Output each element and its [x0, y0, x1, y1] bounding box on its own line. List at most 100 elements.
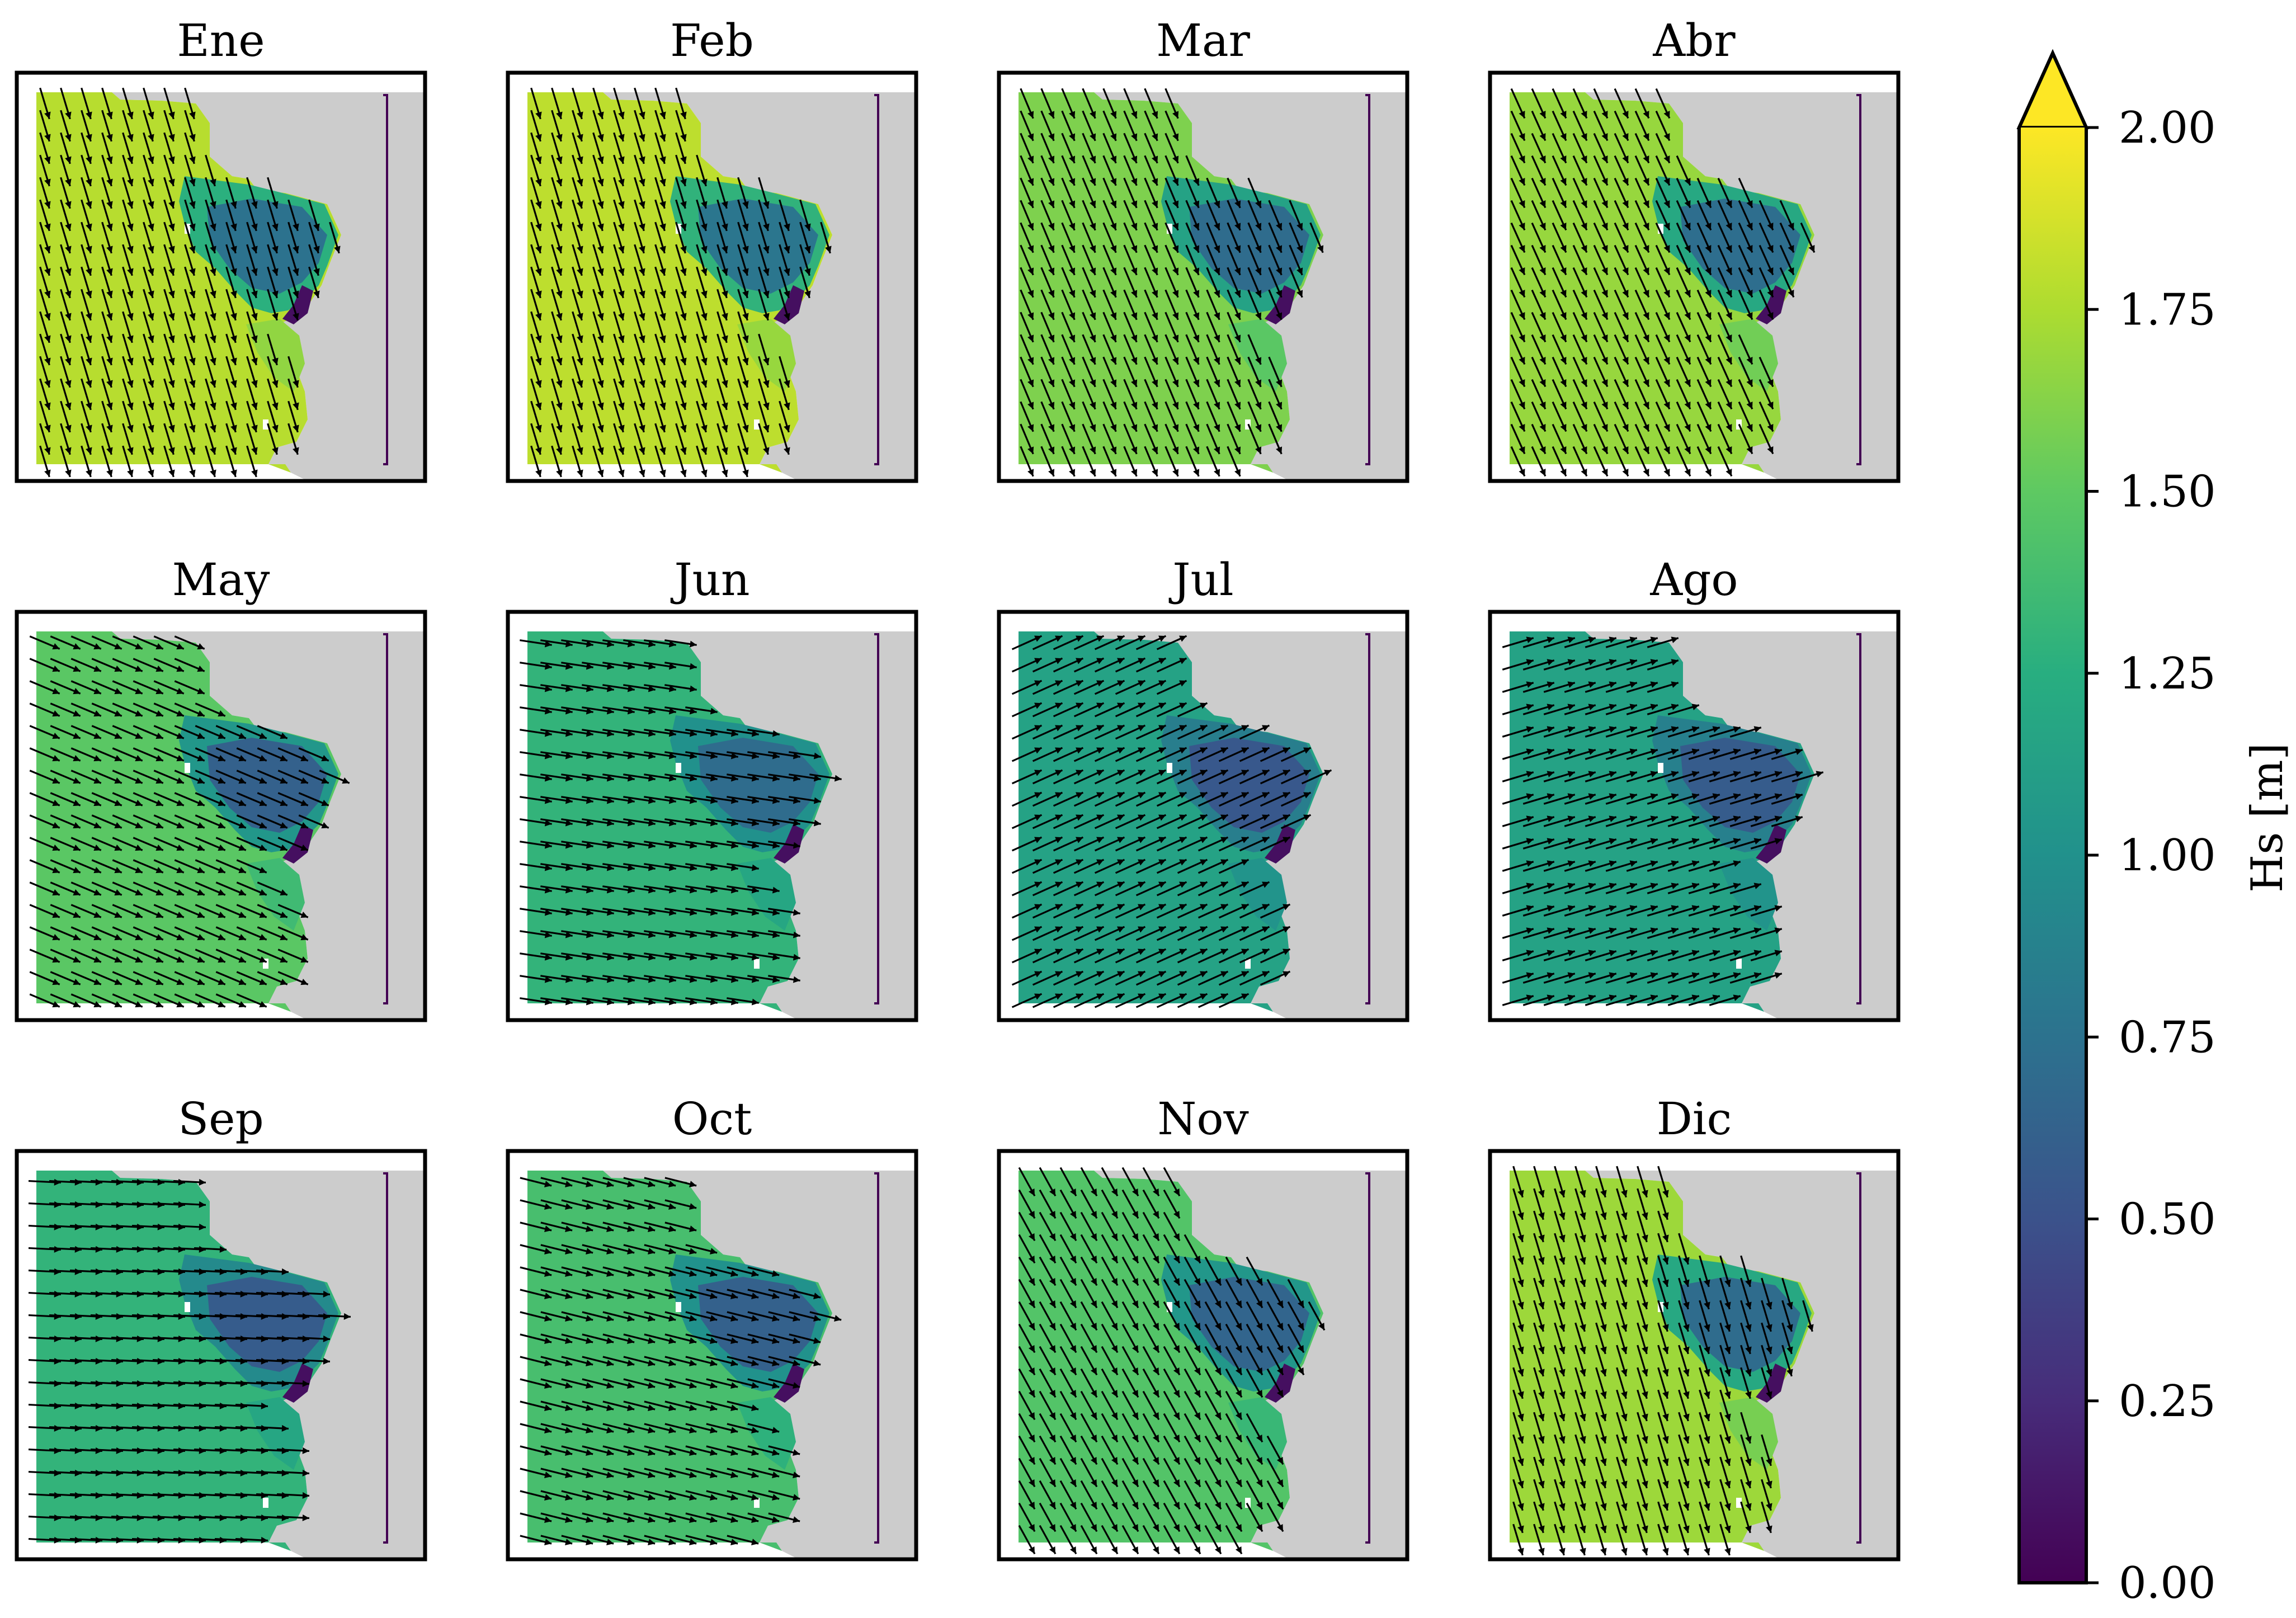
wave-direction-arrowhead — [321, 777, 329, 784]
wave-direction-arrowhead — [730, 1270, 738, 1277]
direction-arrows — [1512, 1166, 1814, 1556]
wave-direction-arrowhead — [1753, 748, 1761, 755]
wave-direction-arrowhead — [114, 666, 122, 672]
wave-direction-arrowhead — [1581, 133, 1587, 141]
wave-direction-arrowhead — [259, 1001, 267, 1008]
wave-direction-arrowhead — [1110, 245, 1117, 253]
wave-direction-arrowhead — [176, 666, 184, 672]
wave-direction-arrowhead — [1214, 1323, 1221, 1331]
wave-direction-arrowhead — [1179, 993, 1187, 1000]
wave-direction-arrowhead — [1753, 927, 1761, 934]
wave-direction-arrowhead — [1774, 972, 1782, 979]
wave-direction-arrowhead — [1650, 681, 1658, 688]
wave-direction-arrowhead — [176, 643, 184, 650]
wave-direction-arrowhead — [155, 889, 163, 896]
wave-direction-arrowhead — [1753, 950, 1761, 956]
wave-direction-arrowhead — [751, 730, 759, 737]
wave-direction-arrowhead — [763, 246, 770, 253]
direction-arrows — [520, 1177, 842, 1545]
wave-direction-arrowhead — [544, 1404, 552, 1411]
wave-direction-arrowhead — [689, 752, 697, 760]
wave-direction-arrowhead — [281, 1424, 289, 1432]
wave-direction-arrowhead — [1069, 1300, 1076, 1308]
wave-direction-arrowhead — [52, 979, 60, 985]
wave-direction-arrowhead — [648, 1292, 656, 1299]
wave-direction-arrowhead — [93, 867, 101, 874]
wave-direction-arrowhead — [1117, 792, 1125, 799]
wave-direction-arrowhead — [189, 402, 196, 410]
wave-direction-arrowhead — [1766, 1480, 1772, 1488]
wave-direction-arrowhead — [606, 1360, 614, 1366]
wave-direction-arrowhead — [114, 710, 122, 717]
wave-direction-arrowhead — [230, 447, 237, 455]
wave-direction-arrowhead — [680, 134, 687, 141]
wave-direction-arrowhead — [1642, 1458, 1648, 1466]
wave-direction-arrowhead — [1069, 1278, 1076, 1286]
wave-direction-arrowhead — [689, 1315, 697, 1322]
wave-direction-arrowhead — [793, 954, 800, 961]
coastal-gap — [754, 419, 760, 430]
wave-direction-arrowhead — [586, 663, 593, 670]
wave-direction-arrowhead — [1600, 1212, 1607, 1220]
wave-direction-arrowhead — [668, 797, 676, 804]
wave-direction-arrowhead — [1283, 747, 1290, 754]
wave-direction-arrowhead — [597, 111, 604, 119]
wave-direction-arrowhead — [106, 134, 113, 141]
coastal-gap — [1736, 959, 1742, 969]
wave-direction-arrowhead — [586, 1471, 593, 1478]
wave-direction-arrowhead — [1622, 379, 1629, 387]
wave-direction-arrowhead — [1034, 904, 1042, 911]
wave-direction-arrowhead — [1256, 1278, 1262, 1286]
wave-direction-arrowhead — [535, 290, 542, 298]
wave-direction-arrowhead — [1774, 748, 1782, 755]
wave-direction-arrowhead — [722, 402, 728, 410]
wave-direction-arrowhead — [1642, 1212, 1648, 1220]
wave-direction-arrowhead — [1517, 1212, 1524, 1220]
wave-direction-arrowhead — [1567, 815, 1575, 822]
wave-direction-arrowhead — [710, 1471, 718, 1478]
wave-direction-arrowhead — [1538, 1548, 1545, 1555]
wave-direction-arrowhead — [834, 1315, 842, 1322]
wave-direction-arrowhead — [135, 666, 143, 672]
wave-direction-arrowhead — [93, 666, 101, 672]
wave-direction-arrowhead — [1138, 971, 1145, 978]
wave-direction-arrowhead — [261, 1536, 268, 1544]
wave-direction-arrowhead — [577, 268, 583, 276]
wave-direction-arrowhead — [127, 201, 134, 209]
wave-direction-arrowhead — [680, 313, 687, 320]
wave-direction-arrowhead — [230, 335, 237, 343]
wave-direction-arrowhead — [659, 178, 666, 186]
grid-edge-marker — [1365, 633, 1370, 1004]
wave-direction-arrowhead — [210, 335, 216, 343]
wave-direction-arrowhead — [114, 934, 122, 941]
wave-direction-arrowhead — [1526, 726, 1534, 733]
wave-direction-arrowhead — [1214, 1502, 1221, 1509]
wave-direction-arrowhead — [1110, 379, 1117, 387]
wave-direction-arrowhead — [189, 313, 196, 320]
wave-direction-arrowhead — [230, 313, 237, 320]
wave-direction-arrowhead — [730, 752, 738, 760]
wave-direction-arrowhead — [586, 931, 593, 938]
wave-direction-arrowhead — [1194, 1278, 1200, 1286]
wave-direction-arrowhead — [1691, 726, 1699, 733]
wave-direction-arrowhead — [1547, 681, 1554, 688]
wave-direction-arrowhead — [659, 335, 666, 343]
wave-direction-arrowhead — [1034, 993, 1042, 1000]
wave-direction-arrowhead — [1580, 1190, 1586, 1197]
wave-direction-arrowhead — [1745, 1369, 1752, 1376]
wave-direction-arrowhead — [1034, 792, 1042, 799]
wave-direction-arrowhead — [1662, 1458, 1669, 1466]
wave-direction-arrowhead — [1795, 793, 1803, 800]
panel-frame — [997, 610, 1409, 1022]
wave-direction-arrowhead — [1076, 635, 1083, 642]
wave-direction-arrowhead — [710, 819, 718, 827]
wave-direction-arrowhead — [1704, 1525, 1710, 1533]
wave-direction-arrowhead — [1609, 905, 1616, 912]
wave-direction-arrowhead — [148, 246, 154, 253]
wave-direction-arrowhead — [106, 178, 113, 186]
wave-direction-arrowhead — [1173, 1502, 1180, 1509]
wave-direction-arrowhead — [1642, 1503, 1648, 1511]
wave-direction-arrowhead — [1256, 1457, 1262, 1465]
wave-direction-arrowhead — [230, 402, 237, 410]
wave-direction-arrowhead — [1538, 1301, 1545, 1309]
